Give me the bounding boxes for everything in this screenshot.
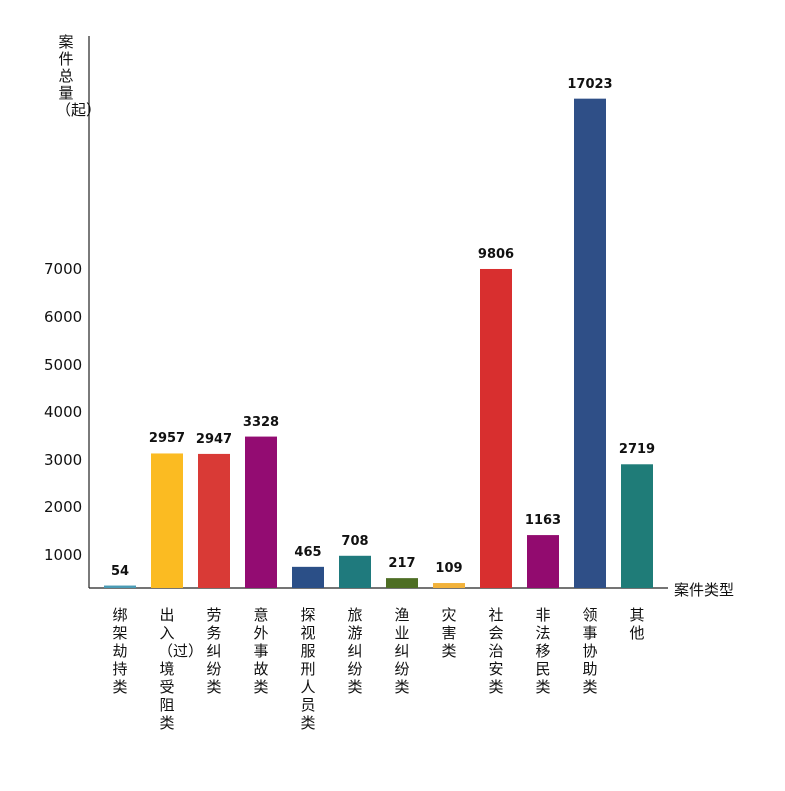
bar-value-label: 2957 [148, 431, 186, 447]
bar-value-label: 17023 [567, 76, 613, 92]
bar [198, 453, 230, 588]
bar [245, 436, 277, 588]
bar-value-label: 54 [110, 563, 130, 579]
x-category-label: 出入（过）境受阻类 [158, 606, 204, 732]
bar [621, 464, 653, 588]
x-category-label: 领事协助类 [582, 606, 598, 696]
bar-value-label: 3328 [242, 414, 280, 430]
y-axis-title: 案件总量（起） [56, 33, 102, 119]
x-category-label: 意外事故类 [253, 606, 269, 696]
bar [527, 535, 559, 588]
bar-value-label: 9806 [477, 246, 515, 262]
bar [386, 578, 418, 588]
x-category-label: 劳务纠纷类 [206, 606, 222, 696]
y-tick-label: 4000 [44, 403, 83, 422]
bar-value-label: 708 [341, 533, 369, 549]
bar [292, 566, 324, 588]
y-tick-label: 6000 [44, 308, 83, 326]
y-tick-label: 2000 [44, 498, 83, 517]
y-tick-label: 5000 [44, 355, 83, 374]
bar-value-label: 2719 [618, 442, 656, 458]
bar [339, 555, 371, 588]
bar [574, 98, 606, 589]
x-category-label: 社会治安类 [488, 606, 504, 696]
bar-value-label: 217 [388, 556, 416, 572]
x-category-label: 灾害类 [441, 606, 457, 660]
bar-value-label: 2947 [195, 431, 233, 447]
x-category-label: 非法移民类 [535, 606, 551, 696]
y-tick-label: 1000 [44, 546, 83, 564]
x-category-label: 旅游纠纷类 [347, 606, 363, 696]
bar-value-label: 465 [294, 544, 322, 560]
bar [151, 453, 183, 588]
bar-value-label: 109 [435, 561, 463, 577]
bar [433, 583, 465, 588]
y-tick-label: 3000 [44, 450, 83, 469]
x-category-label: 渔业纠纷类 [394, 606, 410, 696]
y-tick-label: 7000 [44, 260, 83, 279]
x-axis-title: 案件类型 [674, 581, 735, 599]
bars-group [104, 98, 653, 589]
bar-value-label: 1163 [524, 513, 562, 529]
bar [480, 268, 512, 588]
x-category-label: 其他 [629, 606, 645, 642]
x-category-label: 探视服刑人员类 [300, 606, 316, 732]
bar [104, 585, 136, 588]
x-category-label: 绑架劫持类 [112, 606, 128, 696]
